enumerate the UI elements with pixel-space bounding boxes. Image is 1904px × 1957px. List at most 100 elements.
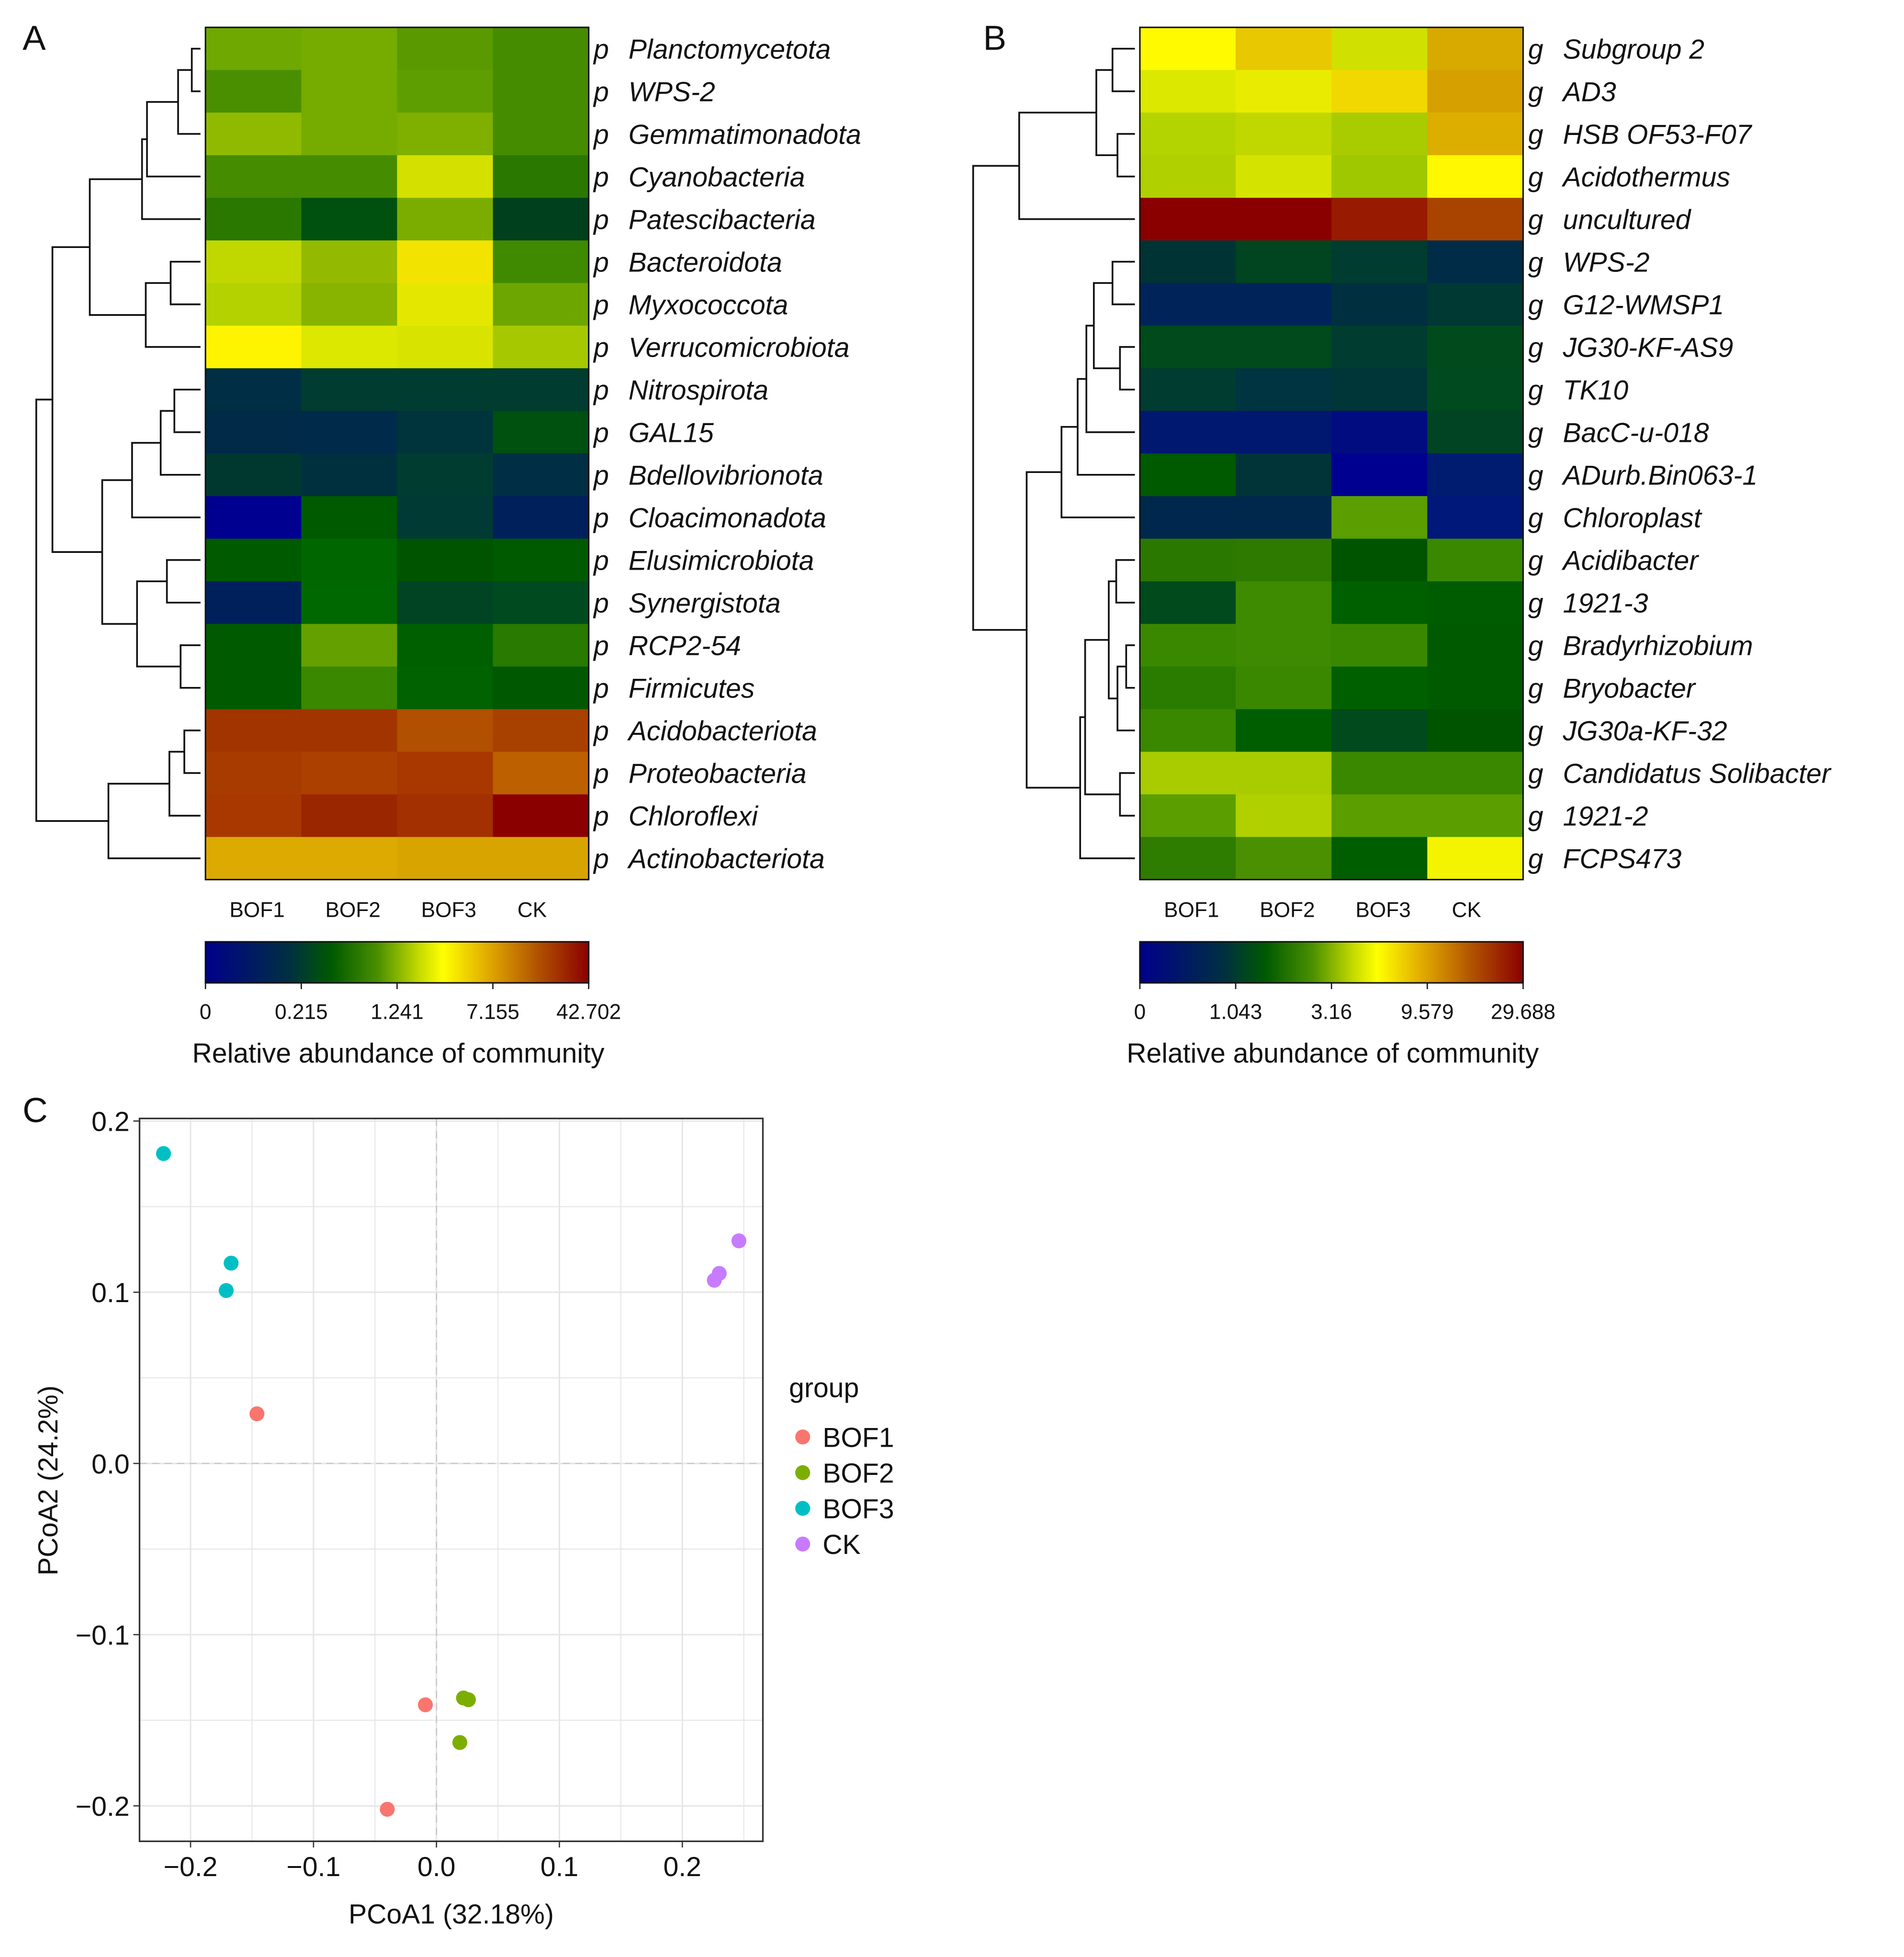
panel-label-c: C xyxy=(23,1091,48,1130)
dendrogram-branch xyxy=(1119,346,1135,391)
heatmap-cell xyxy=(1139,496,1237,540)
colorbar-tick-label: 29.688 xyxy=(1491,1000,1555,1023)
dendrogram-branch xyxy=(1111,260,1135,305)
heatmap-cell xyxy=(1236,709,1332,753)
plot-border xyxy=(138,1117,764,1842)
row-label: 1921-2 xyxy=(1563,801,1648,832)
heatmap-cell xyxy=(301,198,398,241)
row-label: Nitrospirota xyxy=(629,375,768,406)
row-label: Bdellovibrionota xyxy=(629,461,823,491)
heatmap-cell xyxy=(1139,453,1237,497)
dendrogram-branch xyxy=(1115,559,1135,604)
heatmap-genus: g Subgroup 2 g AD3 g HSB OF53-F07 g Acidothermu… xyxy=(972,26,1832,1068)
colorbar-title: Relative abundance of community xyxy=(1127,1038,1539,1068)
row-prefix: p xyxy=(593,375,609,406)
heatmap-cell xyxy=(1427,496,1524,540)
heatmap-cell xyxy=(397,624,494,667)
legend-marker-bof2 xyxy=(795,1465,811,1480)
colorbar-tick-label: 42.702 xyxy=(556,1000,621,1023)
row-label: RCP2-54 xyxy=(629,631,741,662)
column-label: BOF3 xyxy=(421,898,476,922)
row-prefix: p xyxy=(593,247,609,278)
row-prefix: p xyxy=(593,801,609,832)
plot-background xyxy=(139,1118,763,1842)
heatmap-cell xyxy=(397,794,494,838)
heatmap-cell xyxy=(493,453,589,497)
heatmap-cell xyxy=(397,326,494,369)
heatmap-cell xyxy=(1427,752,1524,795)
row-label: Proteobacteria xyxy=(629,759,807,789)
data-point-bof3 xyxy=(156,1146,171,1161)
heatmap-cell xyxy=(205,27,302,71)
heatmap-cell xyxy=(205,709,302,753)
heatmap-cell xyxy=(1139,368,1237,412)
dendrogram-branch xyxy=(107,783,201,859)
heatmap-cell xyxy=(301,112,398,156)
dendrogram-branch xyxy=(1095,69,1118,157)
heatmap-cell xyxy=(1236,539,1332,582)
heatmap-cell xyxy=(205,624,302,667)
heatmap-cell xyxy=(1427,283,1524,326)
column-label: BOF2 xyxy=(1260,898,1315,922)
heatmap-border xyxy=(1139,26,1524,880)
row-prefix: g xyxy=(1528,290,1543,321)
row-prefix: p xyxy=(593,759,609,789)
row-prefix: p xyxy=(593,588,609,619)
heatmap-cell xyxy=(1236,155,1332,199)
heatmap-cell xyxy=(1331,411,1428,454)
data-point-bof2 xyxy=(461,1692,476,1708)
heatmap-cell xyxy=(397,155,494,199)
row-label: Candidatus Solibacter xyxy=(1563,759,1832,789)
row-prefix: p xyxy=(593,333,609,363)
dendrogram-branch xyxy=(1119,772,1135,817)
heatmap-cell xyxy=(397,837,494,880)
row-label: Verrucomicrobiota xyxy=(629,333,850,363)
x-axis-title: PCoA1 (32.18%) xyxy=(349,1899,554,1930)
heatmap-cell xyxy=(1236,112,1332,156)
heatmap-cell xyxy=(493,411,589,454)
heatmap-cell xyxy=(1331,752,1428,795)
dendrogram-branch xyxy=(131,442,201,518)
x-tick-label: −0.2 xyxy=(164,1852,218,1882)
dendrogram-branch xyxy=(1085,325,1135,433)
dendrogram-branch xyxy=(1111,47,1135,92)
heatmap-cell xyxy=(301,240,398,284)
heatmap-cell xyxy=(1236,794,1332,838)
heatmap-cell xyxy=(493,581,589,625)
row-prefix: p xyxy=(593,34,609,65)
heatmap-cell xyxy=(493,624,589,667)
heatmap-cell xyxy=(205,453,302,497)
row-prefix: g xyxy=(1528,418,1543,449)
row-label: Bryobacter xyxy=(1563,674,1696,704)
row-prefix: p xyxy=(593,716,609,747)
row-prefix: g xyxy=(1528,588,1543,619)
heatmap-cell xyxy=(205,539,302,582)
heatmap-cell xyxy=(1331,155,1428,199)
dendrogram-branch xyxy=(1084,639,1120,796)
heatmap-cell xyxy=(1427,539,1524,582)
dendrogram-branch xyxy=(51,246,102,553)
row-prefix: p xyxy=(593,418,609,449)
heatmap-cell xyxy=(1139,112,1237,156)
row-prefix: p xyxy=(593,844,609,875)
heatmap-cell xyxy=(1427,581,1524,625)
row-prefix: p xyxy=(593,77,609,107)
heatmap-cell xyxy=(205,752,302,795)
heatmap-cell xyxy=(1331,624,1428,667)
row-label: HSB OF53-F07 xyxy=(1563,119,1753,150)
heatmap-cell xyxy=(1331,837,1428,880)
heatmap-cell xyxy=(1236,27,1332,71)
row-label: WPS-2 xyxy=(629,77,715,107)
row-label: Elusimicrobiota xyxy=(629,546,814,576)
heatmap-cell xyxy=(205,112,302,156)
row-label: JG30-KF-AS9 xyxy=(1563,333,1734,363)
heatmap-cell xyxy=(1331,666,1428,710)
heatmap-cell xyxy=(397,539,494,582)
heatmap-cell xyxy=(1331,794,1428,838)
heatmap-cell xyxy=(1427,155,1524,199)
heatmap-cell xyxy=(1139,709,1237,753)
heatmap-cell xyxy=(1427,624,1524,667)
heatmap-cell xyxy=(1236,453,1332,497)
heatmap-cell xyxy=(1331,709,1428,753)
row-label: Planctomycetota xyxy=(629,34,831,65)
